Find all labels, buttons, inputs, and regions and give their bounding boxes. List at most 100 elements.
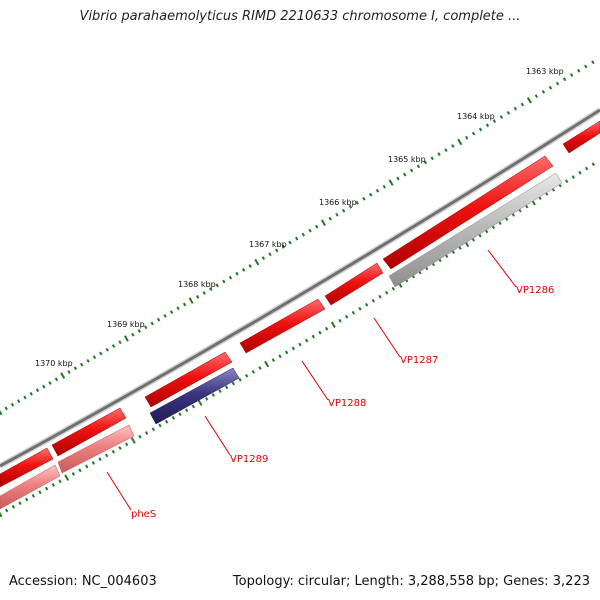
major-tick: [0, 410, 3, 416]
minor-tick: [35, 388, 40, 393]
minor-tick: [111, 449, 115, 454]
minor-tick: [499, 115, 504, 119]
minor-tick: [288, 240, 292, 245]
minor-tick: [54, 377, 59, 382]
minor-tick: [348, 204, 353, 209]
minor-tick: [138, 434, 142, 439]
minor-tick: [105, 347, 109, 352]
feature-grey-vp1286[interactable]: [388, 172, 563, 288]
minor-tick: [403, 172, 407, 177]
minor-tick: [144, 325, 148, 330]
major-tick: [60, 372, 66, 379]
minor-tick: [338, 318, 342, 323]
minor-tick: [228, 275, 233, 280]
minor-tick: [58, 479, 62, 484]
cds-arrow-partial[interactable]: [562, 120, 600, 154]
minor-tick: [341, 208, 346, 213]
minor-tick: [278, 354, 282, 359]
scale-label: 1369 kbp: [107, 320, 145, 329]
gene-label-phes[interactable]: pheS: [131, 509, 156, 520]
minor-tick: [23, 395, 27, 400]
minor-tick: [156, 317, 161, 322]
leader-line-vp1289: [204, 415, 231, 456]
scale-label: 1366 kbp: [319, 198, 357, 207]
cds-arrow-vp1287[interactable]: [324, 262, 384, 306]
gene-label-vp1289[interactable]: VP1289: [230, 454, 268, 465]
minor-tick: [562, 77, 567, 82]
minor-tick: [31, 494, 35, 498]
minor-tick: [304, 338, 309, 343]
feature-pink-phes[interactable]: [57, 424, 135, 474]
minor-tick: [125, 442, 129, 447]
minor-tick: [344, 314, 349, 319]
minor-tick: [382, 184, 386, 189]
cds-arrow-vp1286[interactable]: [382, 155, 554, 270]
major-tick: [123, 335, 129, 342]
minor-tick: [195, 294, 200, 299]
minor-tick: [29, 392, 33, 396]
major-tick: [64, 474, 70, 481]
leader-line-vp1286: [487, 249, 517, 288]
minor-tick: [171, 416, 175, 420]
minor-tick: [471, 131, 476, 136]
minor-tick: [491, 225, 496, 230]
minor-tick: [548, 85, 553, 90]
scale-label: 1367 kbp: [249, 240, 287, 249]
minor-tick: [165, 419, 169, 424]
cds-arrow-phes[interactable]: [51, 407, 127, 457]
cds-arrow-vp1289[interactable]: [144, 351, 233, 408]
minor-tick: [569, 73, 574, 77]
scale-label: 1365 kbp: [388, 155, 426, 164]
minor-tick: [577, 68, 581, 73]
gene-label-vp1286[interactable]: VP1286: [516, 285, 554, 296]
scale-label: 1368 kbp: [178, 280, 216, 289]
feature-blue-vp1289[interactable]: [149, 367, 240, 425]
minor-tick: [258, 366, 262, 370]
scale-label: 1363 kbp: [526, 67, 564, 76]
minor-tick: [355, 200, 359, 205]
major-tick: [264, 360, 270, 368]
minor-tick: [105, 453, 109, 458]
minor-tick: [409, 168, 414, 173]
minor-tick: [371, 298, 376, 303]
minor-tick: [85, 464, 89, 469]
minor-tick: [111, 344, 116, 348]
minor-tick: [506, 110, 511, 115]
minor-tick: [391, 286, 396, 291]
minor-tick: [281, 244, 286, 249]
minor-tick: [118, 340, 122, 345]
minor-tick: [176, 306, 180, 311]
minor-tick: [301, 232, 306, 237]
gene-label-vp1287[interactable]: VP1287: [400, 355, 438, 366]
minor-tick: [4, 406, 8, 411]
cds-arrow-left[interactable]: [0, 447, 54, 488]
feature-pink-left[interactable]: [0, 464, 61, 510]
cds-arrow-vp1288[interactable]: [239, 298, 326, 354]
minor-tick: [271, 358, 276, 363]
map-title: Vibrio parahaemolyticus RIMD 2210633 chr…: [79, 9, 521, 24]
minor-tick: [478, 127, 483, 132]
minor-tick: [51, 483, 55, 487]
minor-tick: [158, 423, 162, 428]
minor-tick: [191, 404, 195, 409]
minor-tick: [67, 370, 71, 374]
minor-tick: [118, 446, 122, 450]
minor-tick: [211, 393, 215, 397]
minor-tick: [45, 486, 49, 491]
minor-tick: [513, 106, 518, 111]
minor-tick: [464, 135, 469, 140]
minor-tick: [178, 412, 182, 416]
minor-tick: [571, 175, 576, 179]
inner-scale-ticks: [0, 162, 596, 518]
minor-tick: [86, 358, 90, 363]
minor-tick: [311, 334, 316, 339]
minor-tick: [248, 264, 252, 268]
minor-tick: [584, 166, 589, 171]
minor-tick: [151, 427, 155, 432]
gene-label-vp1288[interactable]: VP1288: [328, 398, 366, 409]
minor-tick: [591, 162, 596, 167]
minor-tick: [485, 123, 490, 128]
minor-tick: [225, 385, 229, 390]
minor-tick: [18, 501, 22, 506]
minor-tick: [238, 377, 242, 382]
